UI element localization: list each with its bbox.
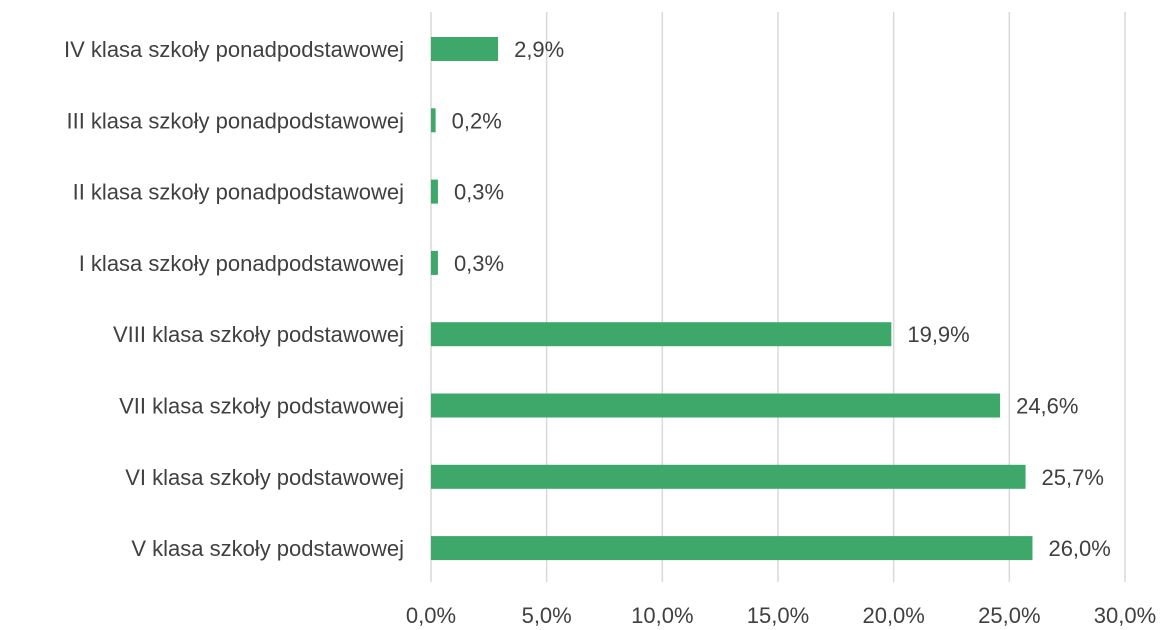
bar	[431, 393, 1001, 418]
data-label: 26,0%	[1048, 536, 1110, 561]
bar	[431, 464, 1026, 489]
data-label: 25,7%	[1042, 465, 1104, 490]
x-tick-label: 0,0%	[406, 603, 456, 628]
data-label: 2,9%	[514, 37, 564, 62]
bar	[431, 37, 499, 61]
category-label: III klasa szkoły ponadpodstawowej	[66, 108, 404, 133]
category-label: VII klasa szkoły podstawowej	[119, 394, 404, 419]
bar	[431, 179, 438, 204]
data-labels: 2,9% 0,2% 0,3% 0,3% 19,9% 24,6% 25,7% 26,0%	[452, 37, 1111, 561]
data-label: 24,6%	[1016, 394, 1078, 419]
category-label: IV klasa szkoły ponadpodstawowej	[64, 37, 404, 62]
category-label: VI klasa szkoły podstawowej	[125, 465, 404, 490]
bar	[431, 536, 1033, 561]
category-label: V klasa szkoły podstawowej	[131, 536, 404, 561]
x-tick-label: 5,0%	[522, 603, 572, 628]
gridlines	[430, 12, 1126, 582]
category-label: VIII klasa szkoły podstawowej	[113, 322, 404, 347]
x-tick-label: 15,0%	[747, 603, 809, 628]
data-label: 19,9%	[907, 322, 969, 347]
bar	[431, 250, 438, 275]
category-labels: IV klasa szkoły ponadpodstawowej III klas…	[64, 37, 404, 561]
x-tick-label: 30,0%	[1094, 603, 1156, 628]
bar	[431, 322, 892, 347]
x-tick-label: 10,0%	[631, 603, 693, 628]
data-label: 0,3%	[454, 251, 504, 276]
x-tick-label: 25,0%	[978, 603, 1040, 628]
x-axis-tick-labels: 0,0% 5,0% 10,0% 15,0% 20,0% 25,0% 30,0%	[406, 603, 1156, 628]
data-label: 0,3%	[454, 180, 504, 205]
x-tick-label: 20,0%	[862, 603, 924, 628]
data-label: 0,2%	[452, 108, 502, 133]
category-label: II klasa szkoły ponadpodstawowej	[73, 180, 404, 205]
bar	[431, 108, 436, 133]
bars	[431, 37, 1033, 561]
category-label: I klasa szkoły ponadpodstawowej	[79, 251, 404, 276]
